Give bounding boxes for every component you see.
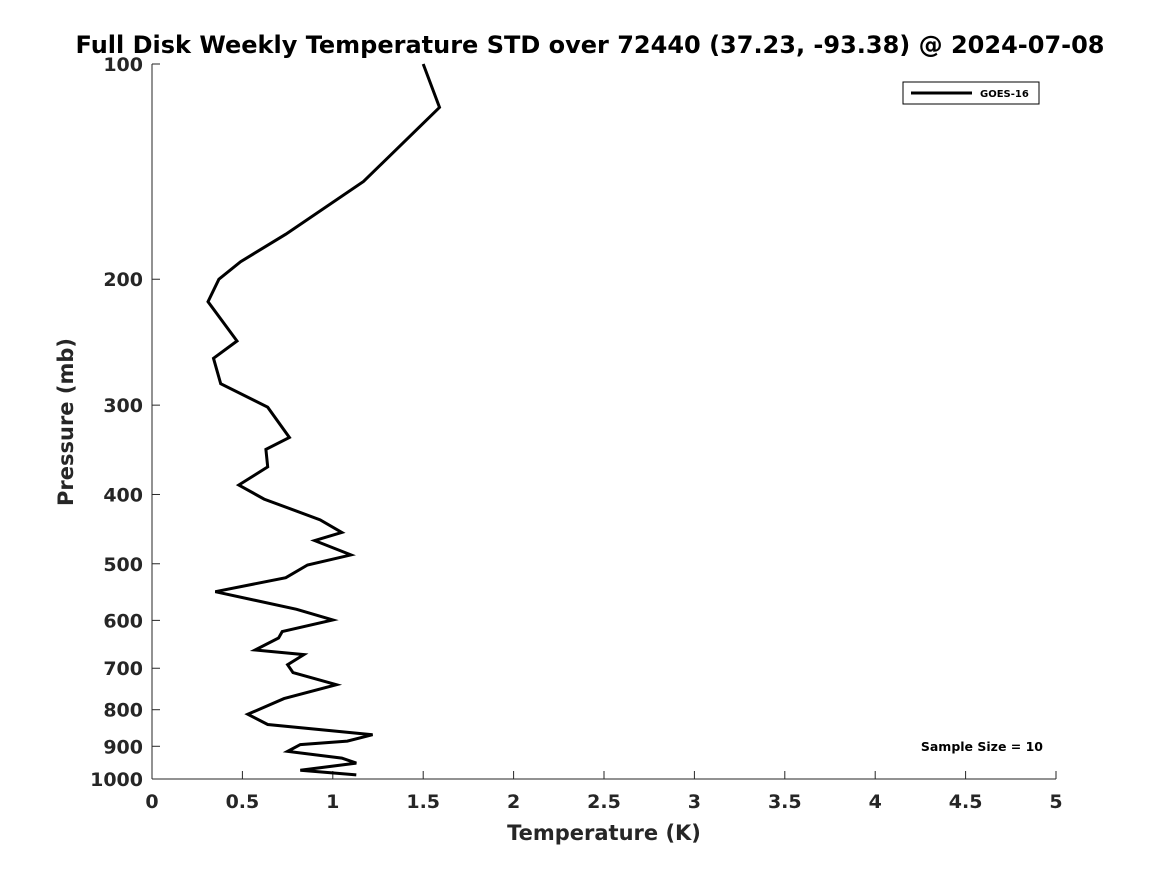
y-tick-label: 400 (103, 484, 143, 506)
series-line-goes-16 (206, 63, 442, 777)
x-tick-label: 4.5 (949, 791, 983, 813)
x-tick-label: 3 (688, 791, 701, 813)
x-tick-label: 2.5 (587, 791, 621, 813)
y-tick-label: 700 (103, 658, 143, 680)
y-tick-label: 100 (103, 54, 143, 76)
y-tick-label: 300 (103, 395, 143, 417)
y-axis-ticks: 100 200 300 400 500 600 700 800 900 1000 (90, 54, 160, 791)
y-tick-label: 1000 (90, 769, 143, 791)
legend-label-goes-16: GOES-16 (980, 89, 1029, 100)
x-tick-label: 4 (869, 791, 882, 813)
y-tick-label: 500 (103, 554, 143, 576)
x-axis-label: Temperature (K) (507, 821, 701, 845)
series-layer (206, 63, 442, 777)
x-tick-label: 3.5 (768, 791, 802, 813)
axes (151, 64, 1056, 780)
x-tick-label: 2 (507, 791, 520, 813)
chart-title: Full Disk Weekly Temperature STD over 72… (76, 31, 1105, 59)
legend: GOES-16 (902, 81, 1040, 105)
x-axis-ticks: 0 0.5 1 1.5 2 2.5 3 3.5 4 4.5 5 (145, 771, 1063, 813)
x-tick-label: 1 (326, 791, 339, 813)
x-tick-label: 0 (145, 791, 158, 813)
y-tick-label: 800 (103, 700, 143, 722)
x-tick-label: 1.5 (406, 791, 440, 813)
y-tick-label: 200 (103, 269, 143, 291)
x-tick-label: 0.5 (226, 791, 260, 813)
x-tick-label: 5 (1049, 791, 1062, 813)
y-tick-label: 900 (103, 736, 143, 758)
y-axis-label: Pressure (mb) (54, 338, 78, 506)
sample-size-annotation: Sample Size = 10 (921, 739, 1043, 754)
y-tick-label: 600 (103, 610, 143, 632)
